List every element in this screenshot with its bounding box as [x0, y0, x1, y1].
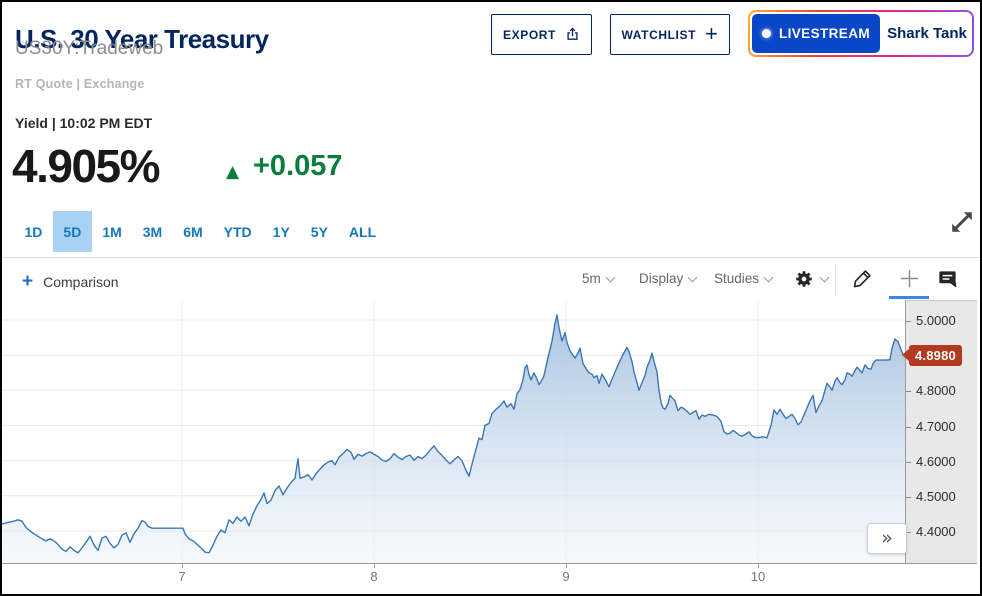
expand-icon — [947, 212, 977, 240]
tab-3m[interactable]: 3M — [132, 211, 172, 252]
chat-icon — [936, 267, 959, 290]
x-axis-tick — [182, 564, 183, 568]
comparison-button[interactable]: + Comparison — [22, 272, 119, 291]
page-title: U.S. 30 Year Treasury — [15, 24, 269, 55]
y-axis-tick — [906, 391, 911, 393]
range-tabs: 1D 5D 1M 3M 6M YTD 1Y 5Y ALL — [14, 211, 387, 252]
y-axis-tick — [906, 532, 911, 534]
display-label: Display — [639, 271, 684, 286]
area-chart[interactable] — [2, 302, 906, 563]
chevron-down-icon — [687, 272, 698, 282]
y-axis-tick — [906, 426, 911, 428]
interval-dropdown[interactable]: 5m — [582, 271, 616, 286]
tab-1d[interactable]: 1D — [14, 211, 53, 252]
export-button[interactable]: EXPORT — [491, 14, 592, 55]
y-axis-tick — [906, 496, 911, 498]
up-triangle-icon: ▲ — [226, 162, 240, 182]
quote-value: 4.905% — [12, 140, 161, 192]
tab-1m[interactable]: 1M — [92, 211, 132, 252]
y-axis-label: 4.6000 — [916, 453, 956, 469]
field-and-timestamp: Yield | 10:02 PM EDT — [15, 115, 153, 131]
y-axis-tick — [906, 321, 911, 322]
last-price-tag: 4.8980 — [902, 344, 962, 366]
tab-all[interactable]: ALL — [338, 211, 386, 252]
crosshair-tool-button[interactable] — [887, 267, 931, 299]
x-axis-tick — [758, 564, 759, 568]
display-dropdown[interactable]: Display — [639, 271, 698, 286]
quote-change: +0.057 — [253, 150, 343, 182]
x-axis-label: 7 — [178, 569, 186, 584]
y-axis-label: 5.0000 — [916, 313, 956, 328]
quote-meta: RT Quote | Exchange — [15, 77, 145, 91]
x-axis-label: 10 — [750, 569, 766, 584]
tab-5d[interactable]: 5D — [52, 211, 92, 252]
livestream-show-link[interactable]: Shark Tank — [887, 25, 967, 42]
y-axis-label: 4.4000 — [916, 524, 956, 540]
comments-tool-button[interactable] — [936, 267, 959, 290]
divider — [2, 257, 980, 258]
chevron-down-icon — [763, 272, 774, 282]
y-axis-label: 4.5000 — [916, 488, 956, 504]
watchlist-button[interactable]: WATCHLIST + — [610, 14, 730, 55]
chart-settings-dropdown[interactable] — [793, 268, 830, 290]
y-axis-tick — [906, 461, 911, 463]
y-axis-label: 4.8000 — [916, 383, 956, 399]
draw-tool-button[interactable] — [851, 267, 874, 290]
x-axis-tick — [374, 564, 375, 568]
y-axis-panel[interactable]: 5.0000 4.8000 4.7000 4.6000 4.5000 4.400… — [905, 300, 977, 563]
tab-6m[interactable]: 6M — [173, 211, 213, 252]
comparison-label: Comparison — [43, 273, 119, 290]
live-dot-icon — [761, 29, 771, 38]
price-chart[interactable] — [2, 302, 906, 563]
livestream-button[interactable]: LIVESTREAM — [752, 14, 880, 53]
symbol-exchange: US30Y:Tradeweb — [15, 38, 164, 59]
y-axis-label: 4.7000 — [916, 418, 956, 434]
studies-dropdown[interactable]: Studies — [714, 271, 774, 286]
plus-icon: + — [22, 271, 34, 292]
x-axis-tick — [566, 564, 567, 568]
x-axis-line — [2, 563, 977, 564]
crosshair-icon — [898, 267, 921, 290]
collapse-panel-button[interactable]: » — [867, 523, 907, 554]
studies-label: Studies — [714, 271, 760, 286]
x-axis-label: 9 — [562, 569, 570, 584]
toolbar-divider — [835, 264, 836, 296]
export-label: EXPORT — [503, 27, 556, 42]
tab-ytd[interactable]: YTD — [213, 211, 262, 252]
expand-chart-button[interactable] — [945, 207, 978, 240]
watchlist-label: WATCHLIST — [621, 27, 697, 42]
chart-toolbar: + Comparison 5m Display Studies — [2, 258, 980, 302]
chevron-down-icon — [819, 272, 830, 283]
livestream-label: LIVESTREAM — [778, 26, 870, 41]
chevron-down-icon — [605, 272, 616, 282]
x-axis-label: 8 — [370, 569, 378, 584]
interval-value: 5m — [582, 271, 601, 286]
tab-5y[interactable]: 5Y — [300, 211, 338, 252]
tab-1y[interactable]: 1Y — [262, 211, 300, 252]
livestream-promo: LIVESTREAM Shark Tank — [748, 10, 974, 57]
export-share-icon — [565, 27, 580, 42]
gear-icon — [793, 268, 815, 290]
pencil-icon — [851, 267, 874, 290]
